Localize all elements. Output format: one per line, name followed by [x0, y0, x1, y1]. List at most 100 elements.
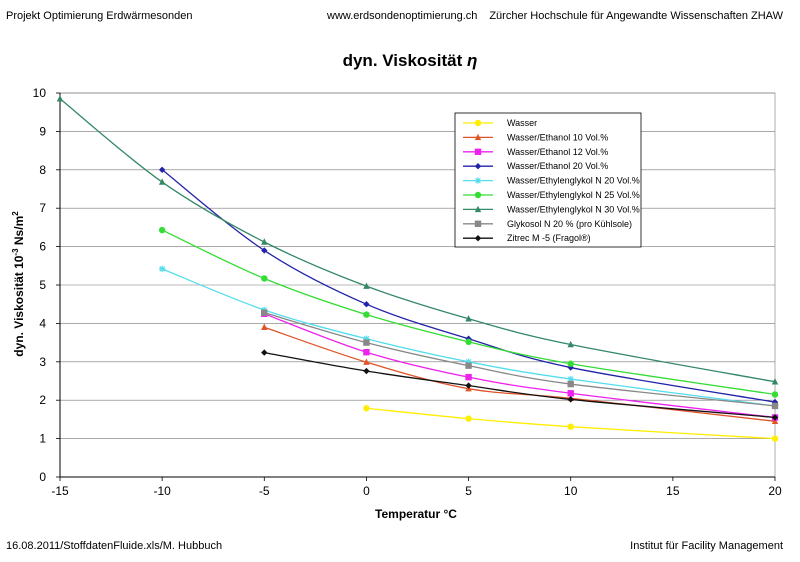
series-7-point — [567, 340, 574, 348]
series-3-point — [465, 373, 472, 381]
series-9-line — [264, 351, 776, 419]
series-5-point — [465, 358, 472, 365]
series-4-point — [567, 364, 574, 371]
legend-marker — [474, 205, 482, 213]
legend-marker — [474, 119, 482, 127]
series-2-point — [771, 417, 779, 425]
y-tick-label: 4 — [39, 316, 46, 330]
footer-institute: Institut für Facility Management — [630, 540, 783, 552]
series-4-point — [261, 247, 268, 254]
y-tick-label: 9 — [39, 124, 46, 138]
x-tick-label: -10 — [153, 484, 171, 498]
series-5-point — [363, 335, 370, 342]
grid — [59, 92, 776, 478]
series-1-point — [567, 423, 574, 430]
legend-marker — [474, 191, 482, 199]
series-7-point — [56, 95, 64, 102]
legend-marker — [474, 177, 482, 184]
legend-label: Wasser/Ethanol 20 Vol.% — [507, 161, 608, 171]
series-group — [56, 95, 779, 442]
legend-label: Glykosol N 20 % (pro Kühlsole) — [507, 219, 632, 229]
legend-entry: Wasser — [463, 118, 537, 128]
series-4-point — [158, 166, 166, 173]
legend-marker — [474, 163, 482, 170]
x-tick-label: -5 — [259, 484, 270, 498]
series-7 — [56, 95, 779, 385]
series-9 — [261, 349, 779, 421]
x-tick-label: 15 — [666, 484, 680, 498]
axes: 0 1 2 3 4 5 6 7 8 9 10 -15 -10 -5 0 5 10 15 20 — [33, 86, 782, 498]
x-tick-label: 0 — [363, 484, 370, 498]
y-axis-label: dyn. Viskosität 10-3 Ns/m2 — [11, 211, 26, 357]
series-9-point — [363, 367, 370, 375]
legend-entry: Wasser/Ethanol 20 Vol.% — [463, 161, 608, 171]
legend-label: Wasser/Ethanol 10 Vol.% — [507, 132, 608, 142]
legend-entry: Glykosol N 20 % (pro Kühlsole) — [463, 219, 632, 229]
legend-label: Wasser — [507, 118, 537, 128]
series-8 — [261, 309, 779, 410]
y-tick-label: 3 — [39, 355, 46, 369]
series-5-line — [161, 268, 776, 407]
y-tick-label: 6 — [39, 240, 46, 254]
series-8-point — [771, 402, 779, 410]
series-2-line — [264, 326, 776, 422]
series-4-line — [161, 169, 776, 403]
y-tick-label: 2 — [39, 393, 46, 407]
series-7-point — [158, 178, 166, 185]
series-1-point — [771, 435, 779, 442]
series-8-point — [465, 362, 472, 369]
series-7-point — [261, 238, 268, 245]
y-tick-label: 8 — [39, 163, 46, 177]
series-7-line — [59, 98, 776, 383]
series-8-point — [363, 339, 370, 346]
series-1-point — [465, 415, 472, 422]
legend-marker — [474, 148, 482, 155]
series-2-point — [363, 358, 370, 365]
series-5-point — [158, 265, 166, 273]
legend-entry: Zitrec M -5 (Fragol®) — [463, 233, 591, 243]
x-tick-label: 20 — [768, 484, 782, 498]
series-7-point — [771, 378, 779, 385]
legend-label: Wasser/Ethylenglykol N 20 Vol.% — [507, 176, 640, 186]
series-9-point — [567, 396, 574, 403]
legend-entry: Wasser/Ethylenglykol N 20 Vol.% — [463, 176, 640, 186]
series-3-point — [567, 390, 574, 397]
legend-marker — [474, 235, 482, 242]
series-5-point — [567, 375, 574, 383]
x-tick-label: 10 — [564, 484, 578, 498]
legend-entry: Wasser/Ethanol 12 Vol.% — [463, 147, 608, 157]
legend-label: Zitrec M -5 (Fragol®) — [507, 233, 591, 243]
series-8-point — [261, 309, 268, 316]
x-tick-label: -15 — [51, 484, 69, 498]
legend-entry: Wasser/Ethylenglykol N 30 Vol.% — [463, 204, 640, 214]
series-6-point — [465, 338, 472, 346]
y-tick-label: 7 — [39, 201, 46, 215]
series-4-point — [363, 301, 370, 308]
series-1 — [363, 405, 779, 442]
y-tick-label: 1 — [39, 432, 46, 446]
series-6-point — [261, 275, 268, 282]
series-2-point — [261, 323, 268, 330]
series-6-point — [771, 391, 779, 398]
series-6-line — [161, 229, 776, 396]
y-tick-label: 0 — [39, 470, 46, 484]
header-institution: Zürcher Hochschule für Angewandte Wissen… — [489, 10, 783, 22]
series-6-point — [567, 360, 574, 367]
series-9-point — [771, 414, 779, 421]
x-tick-label: 5 — [465, 484, 472, 498]
legend-entry: Wasser/Ethanol 10 Vol.% — [463, 132, 608, 142]
series-9-point — [261, 349, 268, 356]
series-6 — [158, 226, 779, 398]
chart-title: dyn. Viskosität η — [343, 51, 478, 70]
header-project: Projekt Optimierung Erdwärmesonden — [6, 10, 193, 22]
x-axis-label: Temperatur °C — [375, 507, 457, 521]
legend: Wasser Wasser/Ethanol 10 Vol.% Wasser/Etha… — [454, 112, 642, 248]
legend-label: Wasser/Ethylenglykol N 25 Vol.% — [507, 190, 640, 200]
y-tick-label: 10 — [33, 86, 47, 100]
series-7-point — [465, 315, 472, 322]
legend-marker — [474, 133, 482, 141]
legend-marker — [474, 220, 482, 227]
y-tick-label: 5 — [39, 278, 46, 292]
header-website: www.erdsondenoptimierung.ch — [327, 10, 478, 22]
